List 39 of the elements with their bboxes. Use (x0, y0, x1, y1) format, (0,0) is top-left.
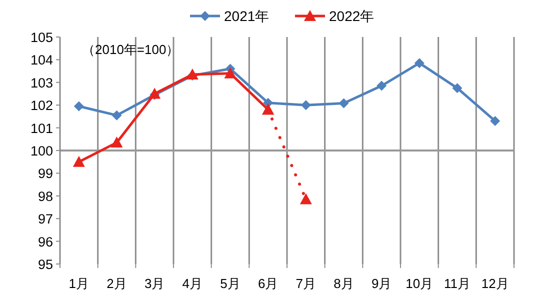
point (74, 101, 84, 112)
y-tick-label: 101 (30, 120, 53, 136)
x-tick-label: 8月 (334, 276, 354, 291)
point (186, 68, 198, 80)
point (110, 136, 123, 148)
y-tick-label: 100 (30, 144, 53, 158)
annotation: （2010年=100） (82, 42, 180, 57)
x-tick-label: 12月 (481, 276, 509, 291)
point (72, 156, 85, 167)
y-tick-label: 97 (38, 212, 53, 227)
x-tick-label: 1月 (68, 276, 90, 291)
y-tick-label: 98 (38, 188, 53, 204)
y-tick-label: 96 (38, 234, 53, 250)
y-tick-label: 95 (38, 257, 53, 272)
x-tick-label: 9月 (371, 276, 392, 291)
y-tick-label: 104 (30, 52, 54, 68)
x-tick-label: 11月 (444, 276, 470, 291)
point (300, 100, 311, 110)
x-tick-label: 2月 (106, 276, 127, 291)
legend-label: 2021年 (224, 8, 270, 24)
point (338, 98, 349, 108)
y-tick-label: 105 (30, 30, 53, 45)
point (414, 58, 424, 68)
y-tick-label: 102 (30, 98, 53, 114)
y-tick-label: 99 (38, 166, 53, 182)
point (452, 83, 462, 94)
point (376, 80, 387, 91)
point (112, 110, 122, 120)
x-tick-label: 6月 (258, 276, 278, 291)
x-tick-label: 4月 (182, 276, 203, 291)
x-tick-label: 5月 (220, 276, 240, 291)
point (490, 116, 500, 126)
x-tick-label: 7月 (296, 276, 316, 291)
y-tick-label: 103 (30, 75, 53, 90)
x-tick-label: 10月 (406, 276, 434, 291)
point (262, 104, 274, 115)
point (224, 67, 236, 78)
legend-label: 2022年 (329, 8, 374, 24)
x-tick-label: 3月 (144, 276, 165, 291)
